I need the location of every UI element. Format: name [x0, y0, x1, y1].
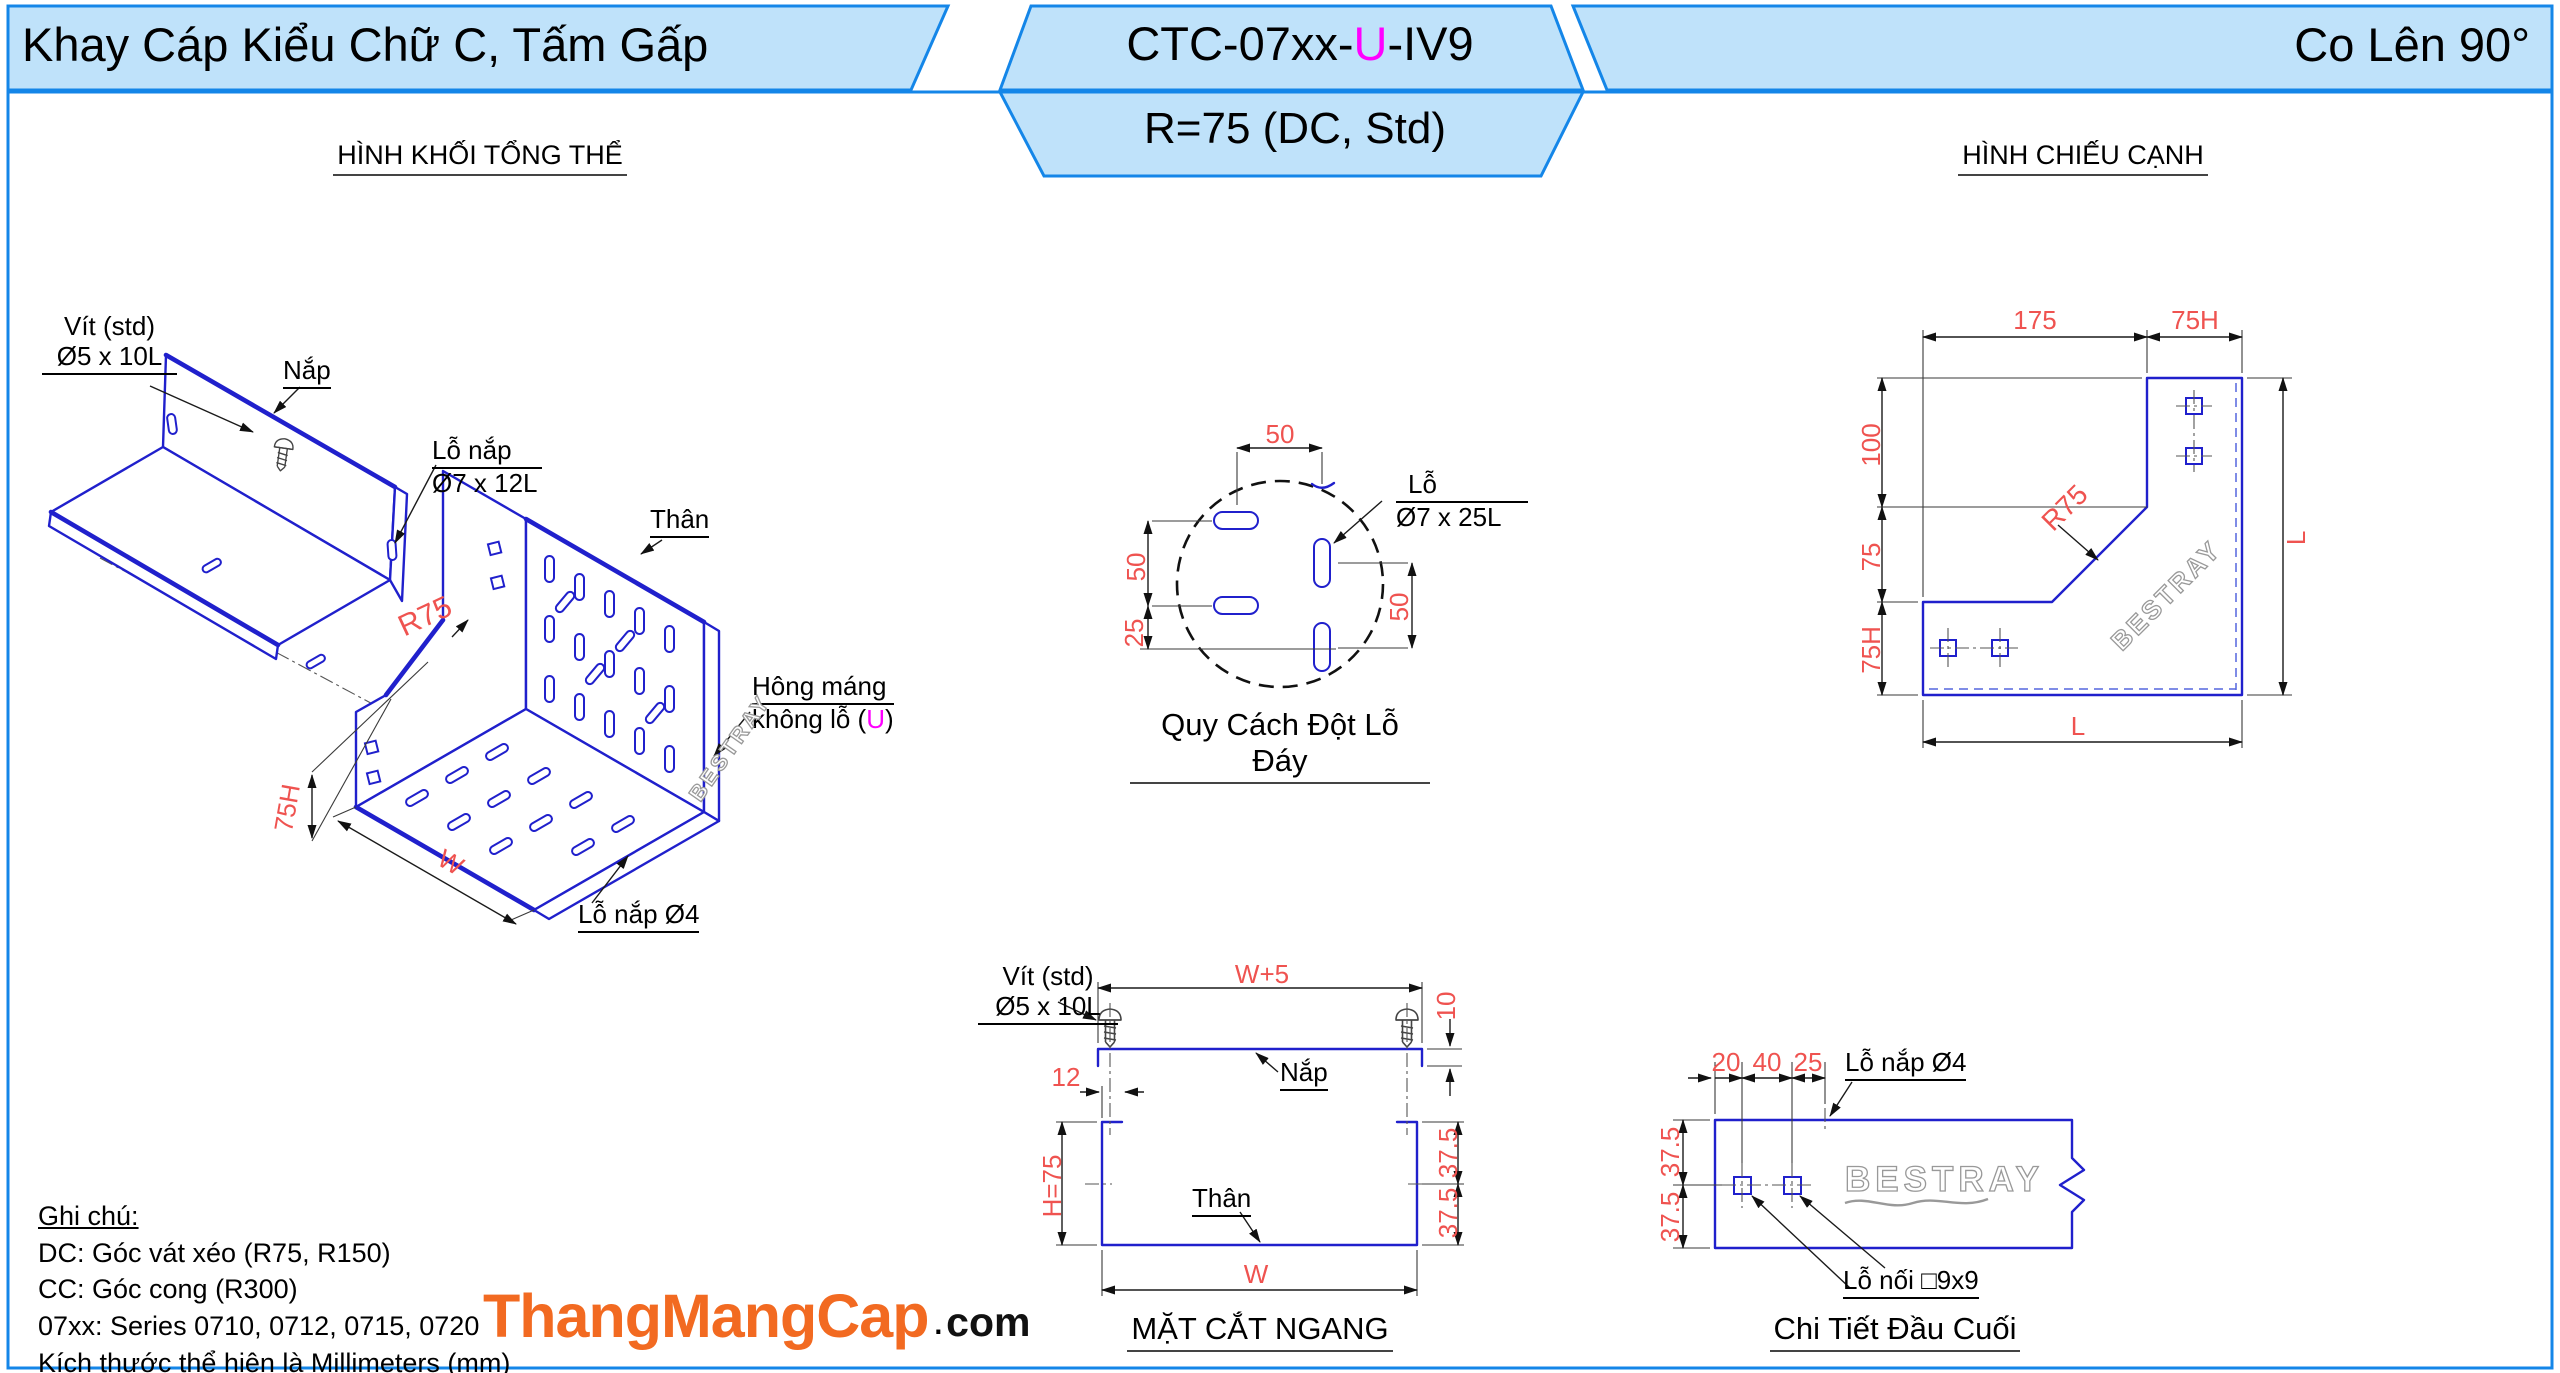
- end-detail-lineart: [1673, 1062, 2086, 1289]
- section-title-end: Chi Tiết Đầu Cuối: [1755, 1311, 2035, 1352]
- end-dim-40: 40: [1752, 1047, 1782, 1077]
- logo-tld: com: [946, 1299, 1031, 1345]
- label-body-cross: Thân: [1192, 1183, 1252, 1217]
- notes-line-3: 07xx: Series 0710, 0712, 0715, 0720: [38, 1311, 480, 1342]
- side-dim-l-bottom: L: [2070, 711, 2086, 741]
- end-dim-20: 20: [1711, 1047, 1741, 1077]
- punch-dim-left-upper: 50: [1121, 552, 1152, 582]
- label-body: Thân: [650, 504, 710, 538]
- cross-dim-12: 12: [1051, 1062, 1081, 1092]
- side-view-lineart: [1877, 330, 2292, 748]
- logo: ThangMangCap . com: [483, 1286, 1030, 1347]
- notes-line-1: DC: Góc vát xéo (R75, R150): [38, 1237, 391, 1268]
- cross-dim-w5: W+5: [1234, 959, 1290, 989]
- cross-dim-375-top: 37.5: [1433, 1127, 1464, 1179]
- side-dim-75h-left: 75H: [1856, 626, 1887, 674]
- section-title-cross: MẶT CẮT NGANG: [1120, 1311, 1400, 1352]
- view3d-lineart: [47, 352, 751, 925]
- section-title-overall: HÌNH KHỐI TỔNG THỂ: [330, 140, 630, 176]
- label-cover-cross: Nắp: [1280, 1057, 1328, 1091]
- logo-dot: .: [932, 1296, 945, 1343]
- punch-diagram-lineart: [1140, 443, 1417, 689]
- code-prefix: CTC-07xx-: [1126, 17, 1354, 70]
- punch-hole-label: Lỗ Ø7 x 25L: [1396, 469, 1528, 533]
- banner-code: [997, 4, 1586, 92]
- label-cover-hole4: Lỗ nắp Ø4: [578, 899, 700, 933]
- body-part: [353, 469, 721, 921]
- code-suffix: -IV9: [1387, 17, 1474, 70]
- fitting-type: Co Lên 90°: [2294, 18, 2530, 71]
- side-dim-100: 100: [1856, 423, 1887, 467]
- end-dim-25: 25: [1793, 1047, 1823, 1077]
- watermark-bestray-end: BESTRAY: [1844, 1159, 2045, 1199]
- side-dim-175: 175: [2013, 305, 2057, 335]
- side-dim-75: 75: [1856, 542, 1887, 572]
- logo-name: ThangMangCap: [483, 1282, 929, 1350]
- label-screw-cross: Vít (std) Ø5 x 10L: [978, 961, 1118, 1025]
- cross-dim-w: W: [1243, 1259, 1269, 1289]
- notes-line-4: Kích thước thể hiện là Millimeters (mm): [38, 1347, 511, 1373]
- cross-section-lineart: [1056, 982, 1464, 1296]
- label-side-wall: Hông máng không lỗ (U): [752, 671, 894, 734]
- header-banners: [6, 4, 2554, 1370]
- notes-title: Ghi chú:: [38, 1201, 139, 1231]
- label-screw-3d: Vít (std) Ø5 x 10L: [42, 311, 177, 375]
- banner-subtitle: [997, 90, 1586, 178]
- cross-dim-h75: H=75: [1037, 1154, 1068, 1218]
- label-cover-hole: Lỗ nắp Ø7 x 12L: [432, 435, 542, 499]
- label-cover: Nắp: [283, 355, 331, 389]
- punch-dim-left-lower: 25: [1119, 618, 1150, 648]
- notes-line-2: CC: Góc cong (R300): [38, 1274, 298, 1305]
- notes-block: Ghi chú: DC: Góc vát xéo (R75, R150) CC:…: [38, 1198, 510, 1373]
- banner-left: [6, 4, 951, 92]
- perforation-slots-vertical: [544, 555, 675, 773]
- section-title-punch: Quy Cách Đột Lỗ Đáy: [1130, 707, 1430, 784]
- cross-dim-375-bot: 37.5: [1433, 1187, 1464, 1239]
- side-dim-75h-top: 75H: [2171, 305, 2219, 335]
- product-code: CTC-07xx-U-IV9: [1040, 16, 1560, 71]
- cover-part: [47, 352, 409, 670]
- banner-right: [1570, 4, 2554, 92]
- end-hole-bottom-label: Lỗ nối □9x9: [1843, 1265, 1979, 1299]
- end-hole-top-label: Lỗ nắp Ø4: [1845, 1047, 1967, 1081]
- section-title-side: HÌNH CHIẾU CẠNH: [1958, 140, 2208, 176]
- code-u: U: [1353, 17, 1388, 70]
- sheet-title: Khay Cáp Kiểu Chữ C, Tấm Gấp: [22, 18, 709, 71]
- punch-dim-top: 50: [1265, 419, 1295, 449]
- punch-dim-right: 50: [1384, 592, 1415, 622]
- sheet-subtitle: R=75 (DC, Std): [1144, 104, 1446, 153]
- side-dim-l-right: L: [2281, 530, 2312, 546]
- end-dim-375-bot: 37.5: [1655, 1191, 1686, 1243]
- end-dim-375-top: 37.5: [1655, 1126, 1686, 1178]
- cross-dim-10: 10: [1431, 991, 1462, 1021]
